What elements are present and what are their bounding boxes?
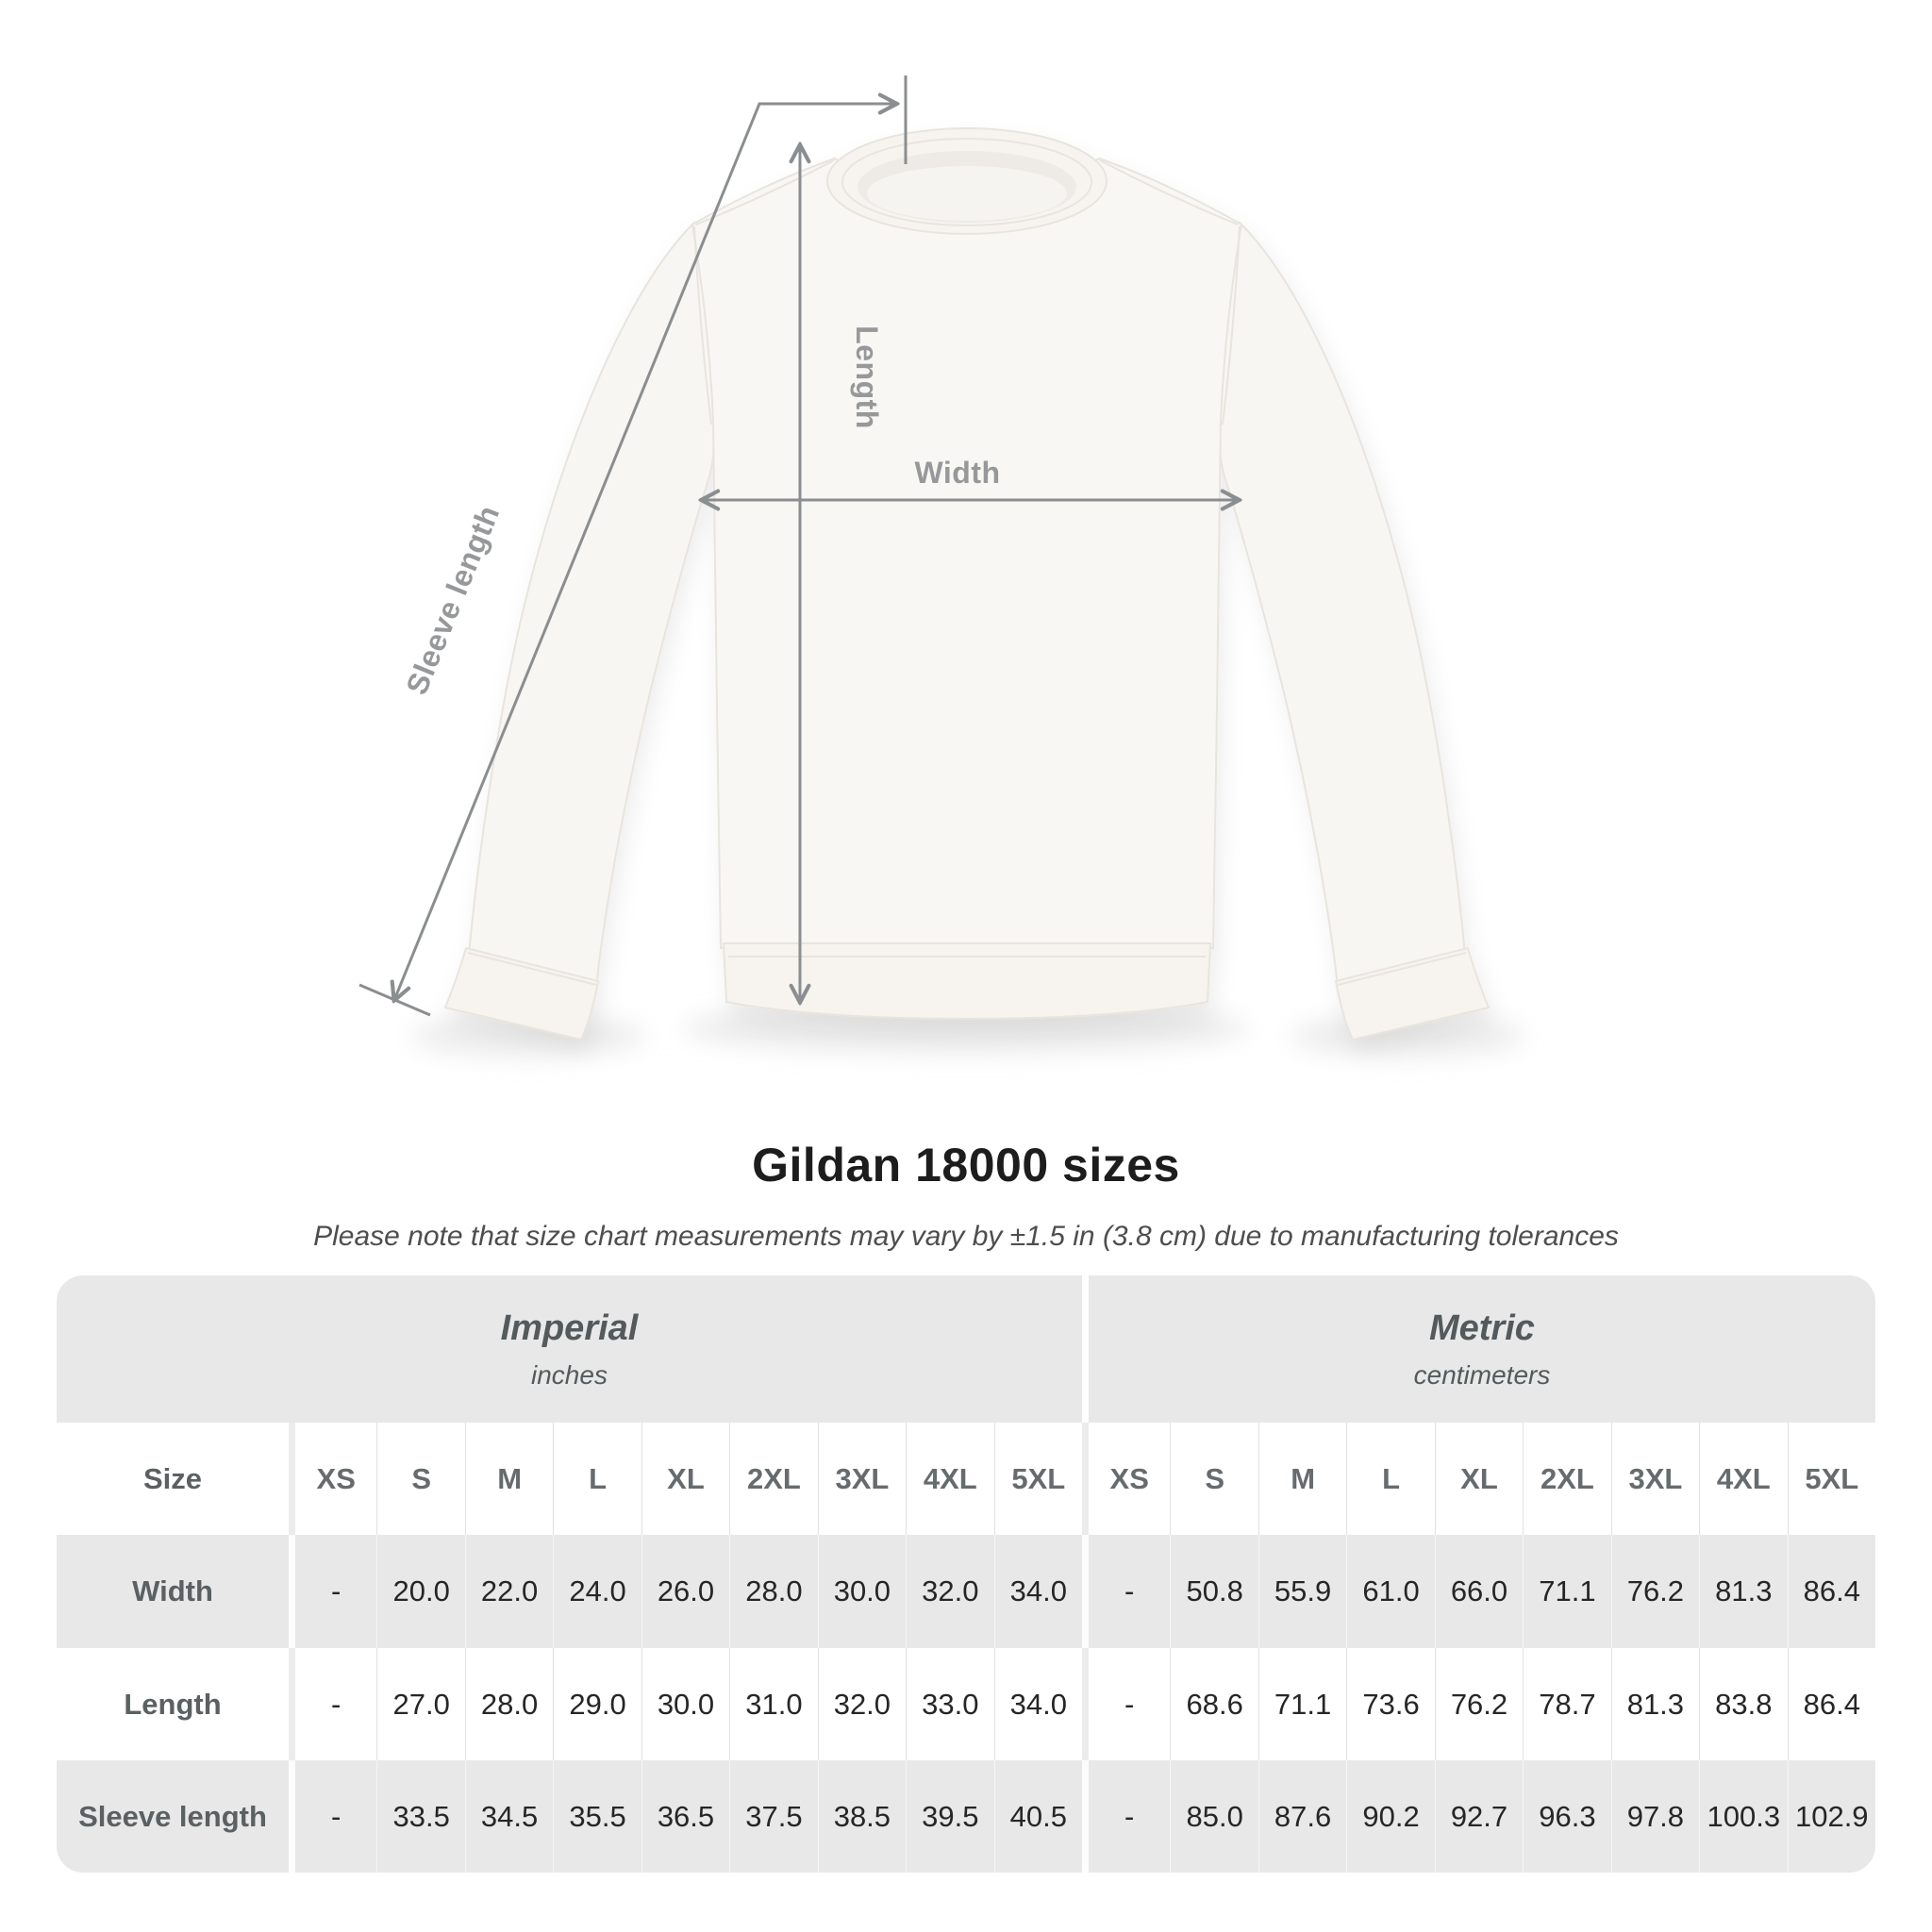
collar	[826, 127, 1108, 235]
unit-group-title: Metric	[1429, 1307, 1535, 1348]
right-sleeve	[1218, 221, 1467, 989]
unit-group-title: Imperial	[500, 1307, 639, 1348]
value-cell: 78.7	[1523, 1648, 1611, 1760]
size-column-header: 2XL	[729, 1423, 818, 1535]
value-cell: 100.3	[1699, 1760, 1788, 1873]
value-cell: 27.0	[376, 1648, 465, 1760]
sleeve-length-label: Sleeve length	[399, 500, 506, 699]
unit-group-subtitle: inches	[531, 1359, 608, 1390]
size-column-header: 5XL	[1787, 1423, 1875, 1535]
value-cell: 33.5	[376, 1760, 465, 1873]
value-cell: 28.0	[464, 1648, 554, 1760]
size-column-header: S	[1170, 1423, 1258, 1535]
right-cuff	[1334, 946, 1491, 1041]
cuff-tick	[358, 983, 431, 1017]
value-cell: 68.6	[1170, 1648, 1258, 1760]
value-cell: 96.3	[1523, 1760, 1611, 1873]
value-cell: 86.4	[1787, 1648, 1875, 1760]
value-cell: 29.0	[553, 1648, 641, 1760]
value-cell: 35.5	[553, 1760, 641, 1873]
value-cell: 97.8	[1610, 1760, 1700, 1873]
size-column-header: 2XL	[1523, 1423, 1611, 1535]
width-label: Width	[914, 456, 1000, 490]
value-cell: 33.0	[906, 1648, 994, 1760]
value-cell: 73.6	[1346, 1648, 1435, 1760]
unit-group-subtitle: centimeters	[1413, 1359, 1551, 1390]
value-cell: 81.3	[1699, 1535, 1788, 1648]
value-cell: 32.0	[817, 1648, 907, 1760]
left-sleeve	[467, 221, 716, 989]
size-column-header: XL	[641, 1423, 730, 1535]
value-cell: 26.0	[641, 1535, 730, 1648]
size-column-header: 3XL	[1610, 1423, 1700, 1535]
value-cell: 20.0	[376, 1535, 465, 1648]
value-cell: 102.9	[1787, 1760, 1875, 1873]
value-cell: 90.2	[1346, 1760, 1435, 1873]
size-column-header: XL	[1434, 1423, 1524, 1535]
value-cell: 31.0	[729, 1648, 818, 1760]
value-cell: 76.2	[1434, 1648, 1524, 1760]
value-cell: 36.5	[641, 1760, 730, 1873]
value-cell: 50.8	[1170, 1535, 1258, 1648]
value-cell: 22.0	[464, 1535, 554, 1648]
value-cell: 34.0	[993, 1535, 1082, 1648]
size-column-header: 4XL	[1699, 1423, 1788, 1535]
size-column-header: S	[376, 1423, 465, 1535]
value-cell: 92.7	[1434, 1760, 1524, 1873]
value-cell: -	[1081, 1648, 1171, 1760]
value-cell: 81.3	[1610, 1648, 1700, 1760]
value-cell: 71.1	[1257, 1648, 1347, 1760]
size-column-header: L	[1346, 1423, 1435, 1535]
value-cell: 34.0	[993, 1648, 1082, 1760]
size-column-header: XS	[1081, 1423, 1171, 1535]
value-cell: 86.4	[1787, 1535, 1875, 1648]
value-cell: 39.5	[906, 1760, 994, 1873]
value-cell: 30.0	[641, 1648, 730, 1760]
body-panel	[691, 157, 1243, 949]
sweatshirt-illustration	[443, 127, 1491, 1041]
product-photo: Length Width Sleeve length	[358, 75, 1525, 1057]
size-column-header: 4XL	[906, 1423, 994, 1535]
value-cell: 85.0	[1170, 1760, 1258, 1873]
size-column-header: XS	[289, 1423, 377, 1535]
row-label: Length	[57, 1648, 289, 1760]
value-cell: 34.5	[464, 1760, 554, 1873]
size-column-header: M	[464, 1423, 554, 1535]
value-cell: 28.0	[729, 1535, 818, 1648]
size-header-cell: Size	[57, 1423, 289, 1535]
value-cell: 55.9	[1257, 1535, 1347, 1648]
value-cell: 87.6	[1257, 1760, 1347, 1873]
hem-band	[722, 942, 1212, 1020]
size-column-header: 5XL	[993, 1423, 1082, 1535]
page-title: Gildan 18000 sizes	[752, 1139, 1180, 1191]
value-cell: -	[289, 1760, 377, 1873]
value-cell: 37.5	[729, 1760, 818, 1873]
value-cell: 40.5	[993, 1760, 1082, 1873]
value-cell: 66.0	[1434, 1535, 1524, 1648]
value-cell: 38.5	[817, 1760, 907, 1873]
value-cell: -	[289, 1648, 377, 1760]
row-label: Sleeve length	[57, 1760, 289, 1873]
value-cell: 32.0	[906, 1535, 994, 1648]
row-label: Width	[57, 1535, 289, 1648]
value-cell: -	[289, 1535, 377, 1648]
unit-group-imperial: Imperial inches	[57, 1275, 1082, 1423]
size-column-header: M	[1257, 1423, 1347, 1535]
size-table: Imperial inches Metric centimeters Size XS S M L…	[57, 1275, 1875, 1873]
value-cell: 76.2	[1610, 1535, 1700, 1648]
size-column-header: 3XL	[817, 1423, 907, 1535]
value-cell: -	[1081, 1760, 1171, 1873]
size-column-header: L	[553, 1423, 641, 1535]
length-label: Length	[850, 325, 884, 429]
unit-group-metric: Metric centimeters	[1081, 1275, 1875, 1423]
value-cell: 24.0	[553, 1535, 641, 1648]
tolerance-note: Please note that size chart measurements…	[313, 1221, 1619, 1252]
value-cell: 83.8	[1699, 1648, 1788, 1760]
sleeve-length-line	[394, 104, 896, 1000]
value-cell: 71.1	[1523, 1535, 1611, 1648]
value-cell: 61.0	[1346, 1535, 1435, 1648]
value-cell: 30.0	[817, 1535, 907, 1648]
value-cell: -	[1081, 1535, 1171, 1648]
